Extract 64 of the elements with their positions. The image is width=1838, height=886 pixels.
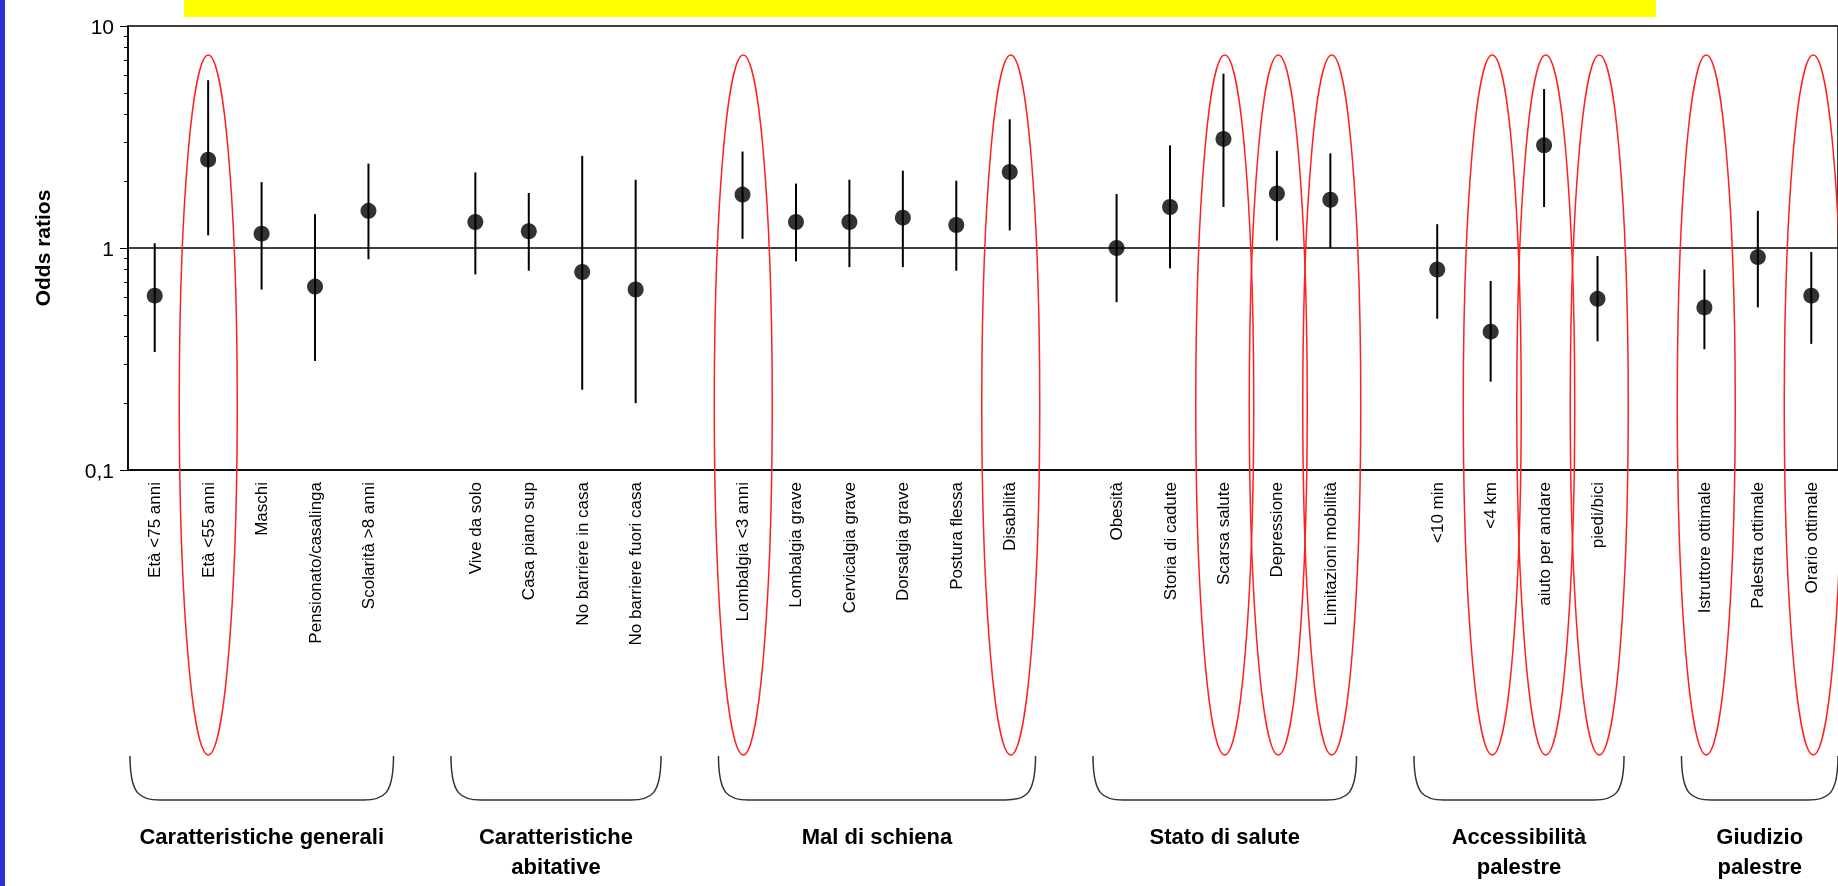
x-tick-label: Limitazioni mobilità bbox=[1320, 481, 1340, 626]
y-tick-label: 10 bbox=[90, 14, 114, 38]
x-tick-label: Età <55 anni bbox=[198, 482, 218, 578]
x-tick-label: Pensionato/casalinga bbox=[305, 481, 325, 644]
text: Accessibilità palestre bbox=[1450, 823, 1588, 881]
point bbox=[200, 151, 217, 168]
x-tick-label: Scolarità >8 anni bbox=[358, 482, 378, 610]
x-tick-label: Dorsalgia grave bbox=[893, 482, 913, 602]
point bbox=[307, 278, 324, 295]
point bbox=[360, 202, 377, 219]
point bbox=[1589, 290, 1606, 307]
point bbox=[1749, 249, 1766, 266]
point bbox=[1268, 185, 1285, 202]
x-tick-label: Cervicalgia grave bbox=[839, 482, 859, 614]
point bbox=[1215, 130, 1232, 147]
point bbox=[1696, 299, 1713, 316]
point bbox=[841, 213, 858, 230]
point bbox=[1108, 240, 1125, 256]
text: Giudizio palestre bbox=[1715, 823, 1805, 881]
x-tick-label: Scarsa salute bbox=[1213, 482, 1233, 585]
point bbox=[520, 223, 537, 240]
point bbox=[1803, 287, 1820, 304]
x-tick-label: Lombalgia <3 anni bbox=[733, 482, 753, 622]
x-tick-label: Vive da solo bbox=[465, 482, 485, 575]
point bbox=[894, 209, 911, 226]
point bbox=[146, 287, 163, 304]
point bbox=[574, 263, 591, 280]
point bbox=[787, 213, 804, 230]
x-tick-label: Postura flessa bbox=[946, 481, 966, 590]
x-tick-label: No barriere fuori casa bbox=[626, 481, 646, 646]
x-tick-label: aiuto per andare bbox=[1534, 482, 1554, 606]
point bbox=[948, 216, 965, 233]
x-tick-label: <10 min bbox=[1427, 482, 1447, 543]
point bbox=[734, 186, 751, 203]
text: Stato di salute bbox=[1148, 823, 1301, 851]
x-tick-label: Istruttore ottimale bbox=[1694, 482, 1714, 614]
x-tick-label: <4 km bbox=[1481, 482, 1501, 529]
point bbox=[1429, 261, 1446, 278]
point bbox=[1162, 199, 1179, 215]
x-tick-label: No barriere in casa bbox=[572, 481, 592, 626]
point bbox=[253, 225, 270, 242]
point bbox=[467, 213, 484, 230]
text: Mal di schiena bbox=[800, 823, 954, 851]
x-tick-label: Storia di cadute bbox=[1160, 482, 1180, 601]
point bbox=[1482, 323, 1499, 340]
x-tick-label: Casa piano sup bbox=[519, 482, 539, 601]
point bbox=[1001, 163, 1018, 180]
x-tick-label: Lombalgia grave bbox=[786, 482, 806, 608]
y-axis-title: Odds ratios bbox=[31, 189, 54, 307]
x-tick-label: Maschi bbox=[252, 482, 272, 536]
x-tick-label: Età <75 anni bbox=[145, 482, 165, 578]
point bbox=[1322, 191, 1339, 208]
text: Caratteristiche abitative bbox=[477, 823, 635, 881]
x-tick-label: Obesità bbox=[1107, 481, 1127, 541]
x-tick-label: Disabilità bbox=[1000, 481, 1020, 551]
x-tick-label: Orario ottimale bbox=[1801, 482, 1821, 594]
x-tick-label: Palestra ottimale bbox=[1748, 482, 1768, 609]
x-tick-label: piedi/bici bbox=[1588, 482, 1608, 549]
point bbox=[627, 281, 644, 298]
y-tick-label: 1 bbox=[102, 236, 114, 260]
x-tick-label: Depressione bbox=[1267, 482, 1287, 578]
point bbox=[1536, 137, 1553, 154]
y-tick-label: 0,1 bbox=[84, 458, 114, 482]
text: Caratteristiche generali bbox=[138, 823, 385, 851]
